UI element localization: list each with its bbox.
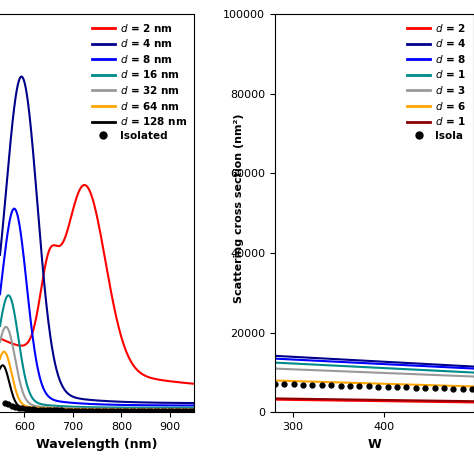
X-axis label: W: W bbox=[367, 438, 382, 451]
Text: Scattering cross section (nm²): Scattering cross section (nm²) bbox=[234, 114, 245, 303]
X-axis label: Wavelength (nm): Wavelength (nm) bbox=[36, 438, 158, 451]
Legend: $d$ = 2, $d$ = 4, $d$ = 8, $d$ = 1, $d$ = 3, $d$ = 6, $d$ = 1, Isola: $d$ = 2, $d$ = 4, $d$ = 8, $d$ = 1, $d$ … bbox=[405, 19, 469, 143]
Legend: $d$ = 2 nm, $d$ = 4 nm, $d$ = 8 nm, $d$ = 16 nm, $d$ = 32 nm, $d$ = 64 nm, $d$ =: $d$ = 2 nm, $d$ = 4 nm, $d$ = 8 nm, $d$ … bbox=[90, 19, 189, 143]
